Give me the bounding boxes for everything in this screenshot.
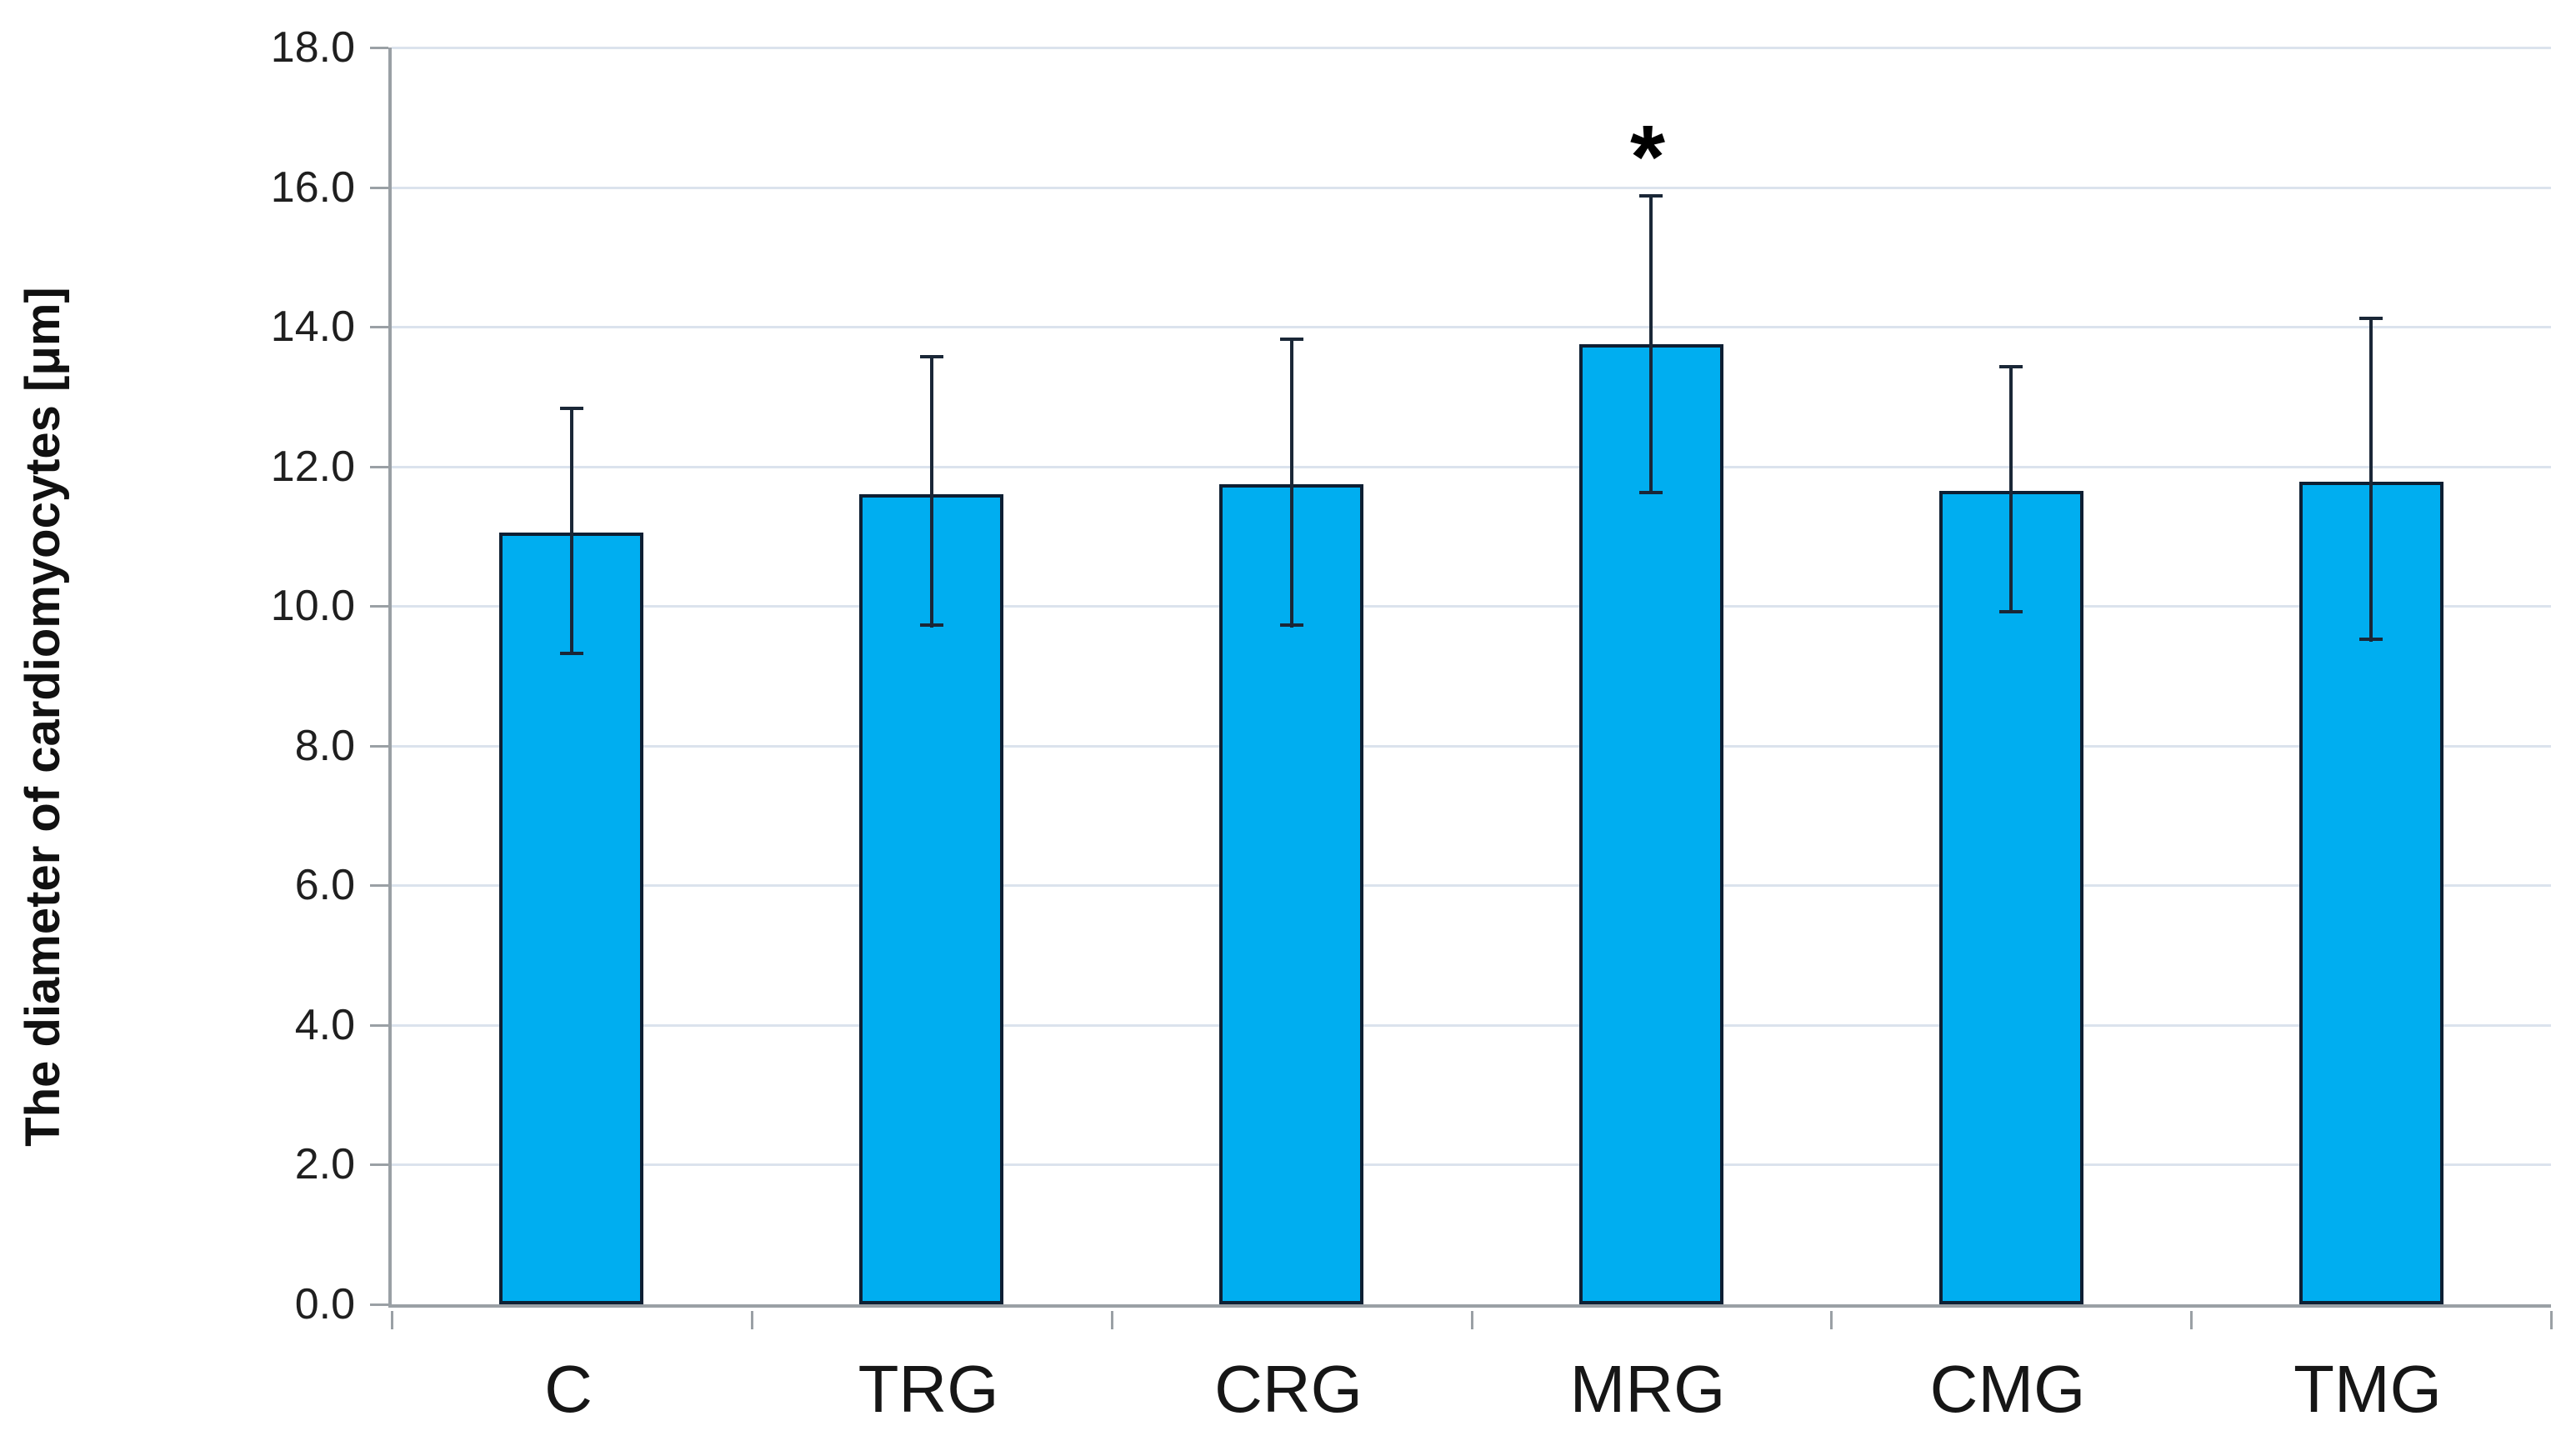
x-label-C: C xyxy=(544,1352,593,1426)
y-tick-label: 2.0 xyxy=(294,1140,355,1188)
error-bar-cap-C xyxy=(560,407,583,410)
error-bar-line-TMG xyxy=(2369,317,2373,642)
plot-area xyxy=(370,47,2553,1329)
y-axis-tick xyxy=(370,466,388,468)
error-bar-line-C xyxy=(570,407,573,654)
y-axis-tick xyxy=(370,47,388,49)
x-axis-tick xyxy=(751,1311,753,1329)
x-axis-tick xyxy=(1111,1311,1113,1329)
gridline xyxy=(392,326,2551,328)
error-bar-cap-MRG xyxy=(1639,491,1663,494)
gridline xyxy=(392,1163,2551,1166)
y-axis-tick xyxy=(370,745,388,748)
y-axis-tick xyxy=(370,187,388,189)
error-bar-line-MRG xyxy=(1649,194,1653,494)
y-tick-label: 0.0 xyxy=(294,1280,355,1328)
error-bar-cap-MRG xyxy=(1639,194,1663,198)
y-axis-tick xyxy=(370,1303,388,1306)
gridline xyxy=(392,884,2551,887)
x-axis-tick xyxy=(1830,1311,1833,1329)
error-bar-cap-CRG xyxy=(1280,623,1303,627)
error-bar-cap-C xyxy=(560,652,583,655)
y-axis-tick xyxy=(370,1024,388,1027)
x-axis-tick xyxy=(2190,1311,2193,1329)
error-bar-cap-TMG xyxy=(2359,638,2383,641)
y-tick-label: 12.0 xyxy=(270,443,355,491)
error-bar-cap-CRG xyxy=(1280,338,1303,341)
x-label-CMG: CMG xyxy=(1929,1352,2086,1426)
error-bar-cap-CMG xyxy=(1999,610,2023,613)
y-tick-label: 18.0 xyxy=(270,23,355,72)
x-axis-tick xyxy=(2550,1311,2553,1329)
bar-TRG xyxy=(859,494,1003,1304)
x-label-MRG: MRG xyxy=(1569,1352,1726,1426)
gridline xyxy=(392,466,2551,468)
error-bar-line-CRG xyxy=(1290,338,1293,628)
bar-TMG xyxy=(2299,482,2443,1304)
gridline xyxy=(392,187,2551,189)
y-tick-label: 10.0 xyxy=(270,582,355,630)
y-axis-tick xyxy=(370,1163,388,1166)
error-bar-cap-CMG xyxy=(1999,365,2023,368)
gridline xyxy=(392,745,2551,748)
error-bar-cap-TMG xyxy=(2359,317,2383,320)
x-axis-tick xyxy=(1471,1311,1473,1329)
y-axis-tick xyxy=(370,605,388,608)
x-label-TMG: TMG xyxy=(2293,1352,2442,1426)
error-bar-cap-TRG xyxy=(920,623,943,627)
gridline xyxy=(392,1024,2551,1027)
error-bar-cap-TRG xyxy=(920,355,943,358)
gridline xyxy=(392,605,2551,608)
error-bar-line-CMG xyxy=(2009,365,2013,613)
significance-asterisk: * xyxy=(1629,106,1666,207)
bar-CMG xyxy=(1939,491,2083,1304)
y-tick-label: 4.0 xyxy=(294,1001,355,1049)
gridline xyxy=(392,47,2551,49)
x-axis-tick xyxy=(391,1311,393,1329)
y-tick-label: 6.0 xyxy=(294,861,355,909)
y-axis-tick xyxy=(370,884,388,887)
y-tick-label: 8.0 xyxy=(294,722,355,770)
x-label-TRG: TRG xyxy=(858,1352,999,1426)
y-tick-label: 14.0 xyxy=(270,303,355,351)
y-axis-tick xyxy=(370,326,388,328)
x-label-CRG: CRG xyxy=(1214,1352,1363,1426)
error-bar-line-TRG xyxy=(930,355,933,628)
y-tick-label: 16.0 xyxy=(270,163,355,212)
bar-C xyxy=(499,533,643,1304)
bar-MRG xyxy=(1579,344,1723,1304)
